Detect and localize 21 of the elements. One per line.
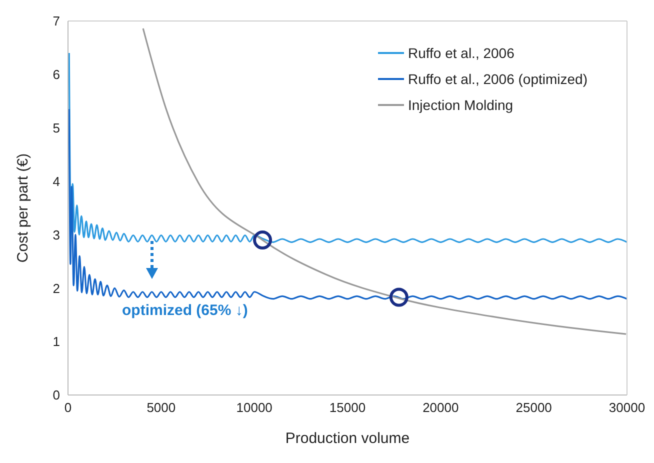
- y-tick-label: 7: [52, 14, 60, 29]
- x-axis-title: Production volume: [285, 430, 410, 447]
- y-tick-label: 6: [52, 67, 60, 82]
- x-tick-label: 20000: [422, 400, 459, 416]
- y-axis-title: Cost per part (€): [14, 153, 32, 263]
- x-tick-label: 25000: [516, 400, 552, 416]
- y-tick-label: 1: [52, 334, 60, 350]
- y-tick-label: 4: [52, 174, 60, 189]
- x-tick-label: 30000: [608, 400, 646, 416]
- x-tick-label: 5000: [146, 400, 176, 416]
- y-tick-label: 2: [52, 280, 60, 296]
- x-tick-label: 0: [64, 400, 72, 416]
- x-tick-label: 10000: [236, 400, 272, 416]
- y-tick-label: 0: [52, 388, 60, 403]
- y-tick-label: 5: [52, 120, 60, 136]
- x-tick-label: 15000: [329, 400, 366, 416]
- y-tick-label: 3: [52, 227, 60, 242]
- legend-label: Ruffo et al., 2006: [408, 44, 514, 63]
- legend-label: Injection Molding: [408, 96, 514, 115]
- legend-label: Ruffo et al., 2006 (optimized): [408, 70, 588, 89]
- annotation: optimized (65% ↓): [122, 302, 248, 318]
